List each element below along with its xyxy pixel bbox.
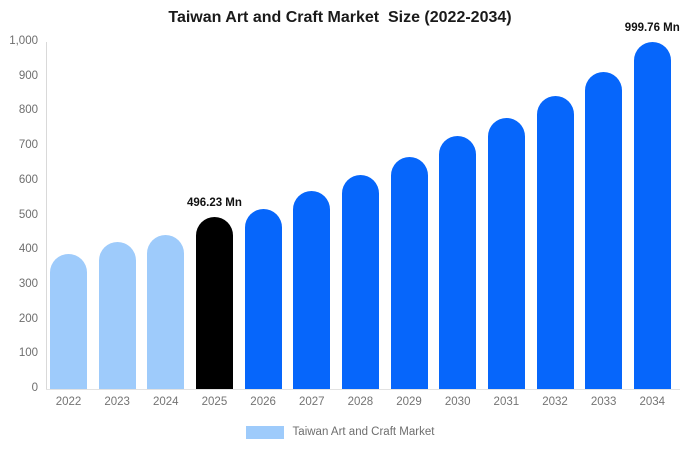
y-axis-tick-label: 100 <box>18 347 38 360</box>
bar-2027[interactable] <box>293 191 331 389</box>
legend-item[interactable]: Taiwan Art and Craft Market <box>245 425 435 439</box>
y-axis-tick-label: 0 <box>31 382 38 394</box>
x-axis-tick-label-2023: 2023 <box>104 396 130 408</box>
y-axis-tick-label: 900 <box>18 69 38 82</box>
x-axis-tick-label-2031: 2031 <box>493 396 520 408</box>
x-axis-tick-label-2033: 2033 <box>590 396 617 408</box>
x-axis-tick-label-2022: 2022 <box>55 396 82 408</box>
legend-swatch-icon <box>245 426 284 439</box>
x-axis-tick-label-2034: 2034 <box>639 396 666 408</box>
x-axis-tick-label-2028: 2028 <box>347 396 374 408</box>
y-axis-tick-label: 500 <box>18 208 38 221</box>
x-axis-tick-label-2032: 2032 <box>542 396 568 408</box>
bar-2034[interactable] <box>633 42 671 389</box>
bar-2029[interactable] <box>390 156 428 389</box>
legend-label: Taiwan Art and Craft Market <box>292 425 435 438</box>
x-axis-tick-label-2024: 2024 <box>153 396 179 408</box>
bar-2033[interactable] <box>585 71 623 389</box>
x-axis-line <box>46 389 680 390</box>
bar-2028[interactable] <box>341 174 379 389</box>
bar-2032[interactable] <box>536 96 574 389</box>
y-axis-tick-label: 800 <box>18 104 38 117</box>
bar-value-label-2025: 496.23 Mn <box>186 196 242 209</box>
bar-2030[interactable] <box>439 135 477 389</box>
bar-2031[interactable] <box>487 118 525 389</box>
chart-title: Taiwan Art and Craft Market Size (2022-2… <box>168 9 512 26</box>
bar-2026[interactable] <box>244 208 282 389</box>
y-axis-tick-label: 600 <box>18 173 38 186</box>
y-axis-tick-label: 300 <box>18 277 38 290</box>
x-axis-tick-label-2027: 2027 <box>298 396 325 408</box>
y-axis-tick-label: 700 <box>18 139 38 152</box>
x-axis-tick-label-2026: 2026 <box>250 396 276 408</box>
x-axis-tick-label-2029: 2029 <box>396 396 422 408</box>
bars-layer: 496.23 Mn 999.76 Mn <box>50 22 680 389</box>
x-axis-tick-label-2030: 2030 <box>444 396 471 408</box>
bar-2022[interactable] <box>50 254 87 389</box>
x-axis: 2022 2023 2024 2025 2026 2027 2028 2029 2030 2031… <box>0 396 680 416</box>
y-axis: 0 100 200 300 400 500 600 700 800 900 1,000 <box>0 0 40 450</box>
chart-legend: Taiwan Art and Craft Market <box>0 426 680 439</box>
y-axis-tick-label: 200 <box>18 312 38 325</box>
x-axis-tick-label-2025: 2025 <box>201 396 228 408</box>
y-axis-tick-label: 400 <box>18 243 38 256</box>
bar-2024[interactable] <box>147 235 185 389</box>
bar-2025[interactable] <box>195 216 233 389</box>
bar-value-label-2034: 999.76 Mn <box>624 22 680 35</box>
bar-2023[interactable] <box>98 241 136 389</box>
y-axis-line <box>46 42 47 389</box>
y-axis-tick-label: 1,000 <box>9 35 38 47</box>
